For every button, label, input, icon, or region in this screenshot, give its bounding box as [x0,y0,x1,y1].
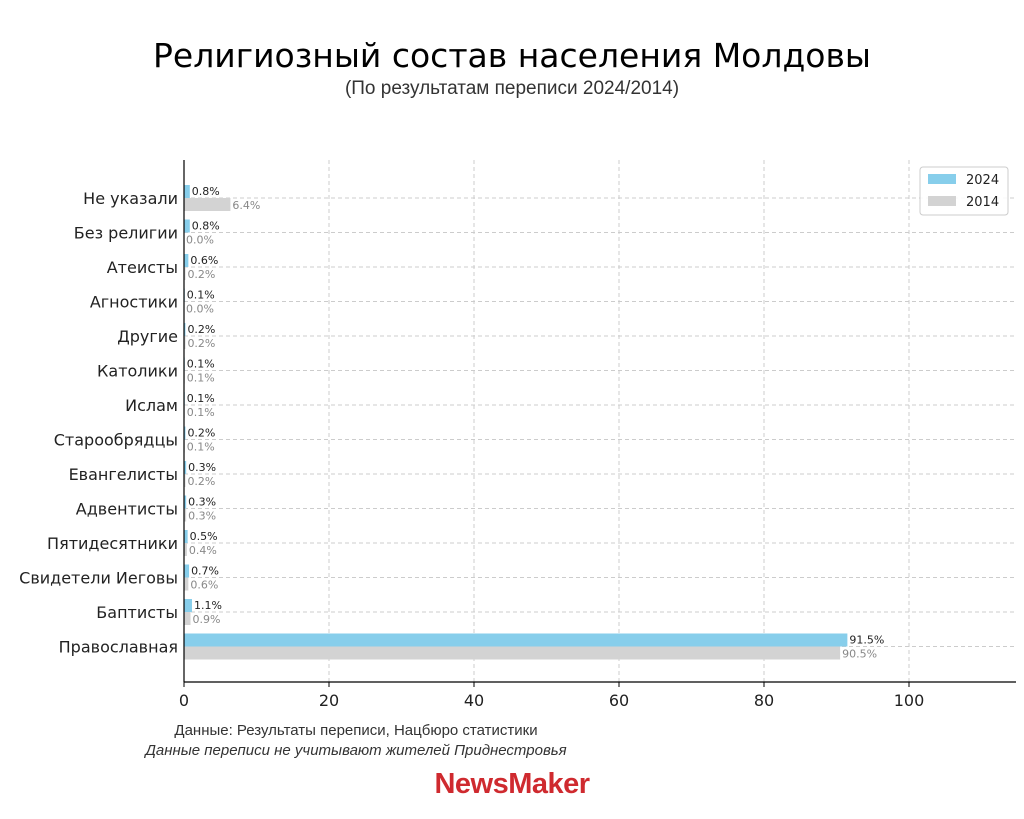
data-label-2014: 0.2% [187,337,215,350]
disclaimer-note: Данные переписи не учитывают жителей При… [145,742,567,759]
data-label-2014: 0.2% [187,268,215,281]
source-note: Данные: Результаты переписи, Нацбюро ста… [174,722,538,739]
x-tick-label: 60 [609,691,629,710]
x-tick-label: 40 [464,691,484,710]
bar-2024 [184,254,189,267]
data-label-2014: 0.1% [187,441,215,454]
legend-swatch-2014 [928,196,956,206]
bar-2024 [184,530,188,543]
category-label: Без религии [74,224,178,243]
bar-2014 [184,612,191,625]
data-label-2024: 0.8% [192,185,220,198]
category-label: Не указали [83,189,178,208]
bar-2014 [184,474,186,487]
category-label: Баптисты [96,603,178,622]
category-label: Другие [117,327,178,346]
data-label-2024: 0.3% [188,496,216,509]
category-label: Агностики [90,293,178,312]
data-label-2014: 0.9% [193,613,221,626]
x-tick-label: 80 [754,691,774,710]
data-label-2024: 0.1% [187,392,215,405]
axes: Не указали Без религии Атеисты Агностики Дру… [19,160,1016,710]
data-label-2014: 0.6% [190,579,218,592]
data-label-2024: 0.1% [187,289,215,302]
bar-2024 [184,564,190,578]
bar-2024 [184,461,187,474]
data-label-2014: 0.2% [187,475,215,488]
x-tick-label: 20 [319,691,339,710]
bar-2014 [184,543,187,556]
data-label-2024: 0.2% [187,427,215,440]
bar-2024 [184,633,848,647]
data-label-2024: 0.6% [190,254,218,267]
category-label: Православная [59,638,178,657]
x-tick-label: 0 [179,691,189,710]
bar-2024 [184,185,190,198]
data-label-2024: 0.5% [190,530,218,543]
chart-subtitle: (По результатам переписи 2024/2014) [344,78,680,99]
bar-2024 [184,495,187,509]
data-label-2014: 6.4% [232,199,260,212]
data-label-2024: 91.5% [849,634,884,647]
newsmaker-logo: NewsMaker [434,768,590,800]
bar-2014 [184,267,186,280]
bar-2014 [184,336,186,349]
bar-2024 [184,426,186,440]
data-label-2024: 0.2% [187,323,215,336]
data-label-2024: 0.7% [191,565,219,578]
grid-lines [184,160,1016,682]
data-label-2014: 90.5% [842,648,877,661]
category-label: Ислам [125,396,178,415]
category-label: Свидетели Иеговы [19,569,178,588]
category-label: Старообрядцы [54,431,178,450]
category-label: Атеисты [107,258,178,277]
data-label-2014: 0.1% [187,406,215,419]
legend-label-2024: 2024 [966,173,999,188]
x-tick-label: 100 [894,691,925,710]
data-label-2014: 0.1% [187,372,215,385]
data-label-2024: 0.1% [187,358,215,371]
data-label-2024: 0.8% [192,220,220,233]
legend-label-2014: 2014 [966,195,999,210]
data-label-2014: 0.4% [189,544,217,557]
bars: 0.8%6.4%0.8%0.0%0.6%0.2%0.1%0.0%0.2%0.2%… [184,185,884,661]
category-label: Адвентисты [76,500,178,519]
data-label-2024: 0.3% [188,461,216,474]
data-label-2014: 0.0% [186,234,214,247]
bar-2014 [184,646,841,660]
data-label-2024: 1.1% [194,599,222,612]
category-label: Пятидесятники [47,534,178,553]
bar-2024 [184,323,186,336]
data-label-2014: 0.0% [186,303,214,316]
bar-2024 [184,219,190,233]
legend: 2024 2014 [919,166,1009,216]
category-label: Евангелисты [69,465,178,484]
legend-swatch-2024 [928,174,956,184]
bar-2024 [184,599,192,612]
chart-title: Религиозный состав населения Молдовы [153,36,871,75]
bar-2014 [184,508,187,522]
category-label: Католики [97,362,178,381]
bar-2014 [184,577,189,591]
data-label-2014: 0.3% [188,510,216,523]
bar-2014 [184,198,231,211]
